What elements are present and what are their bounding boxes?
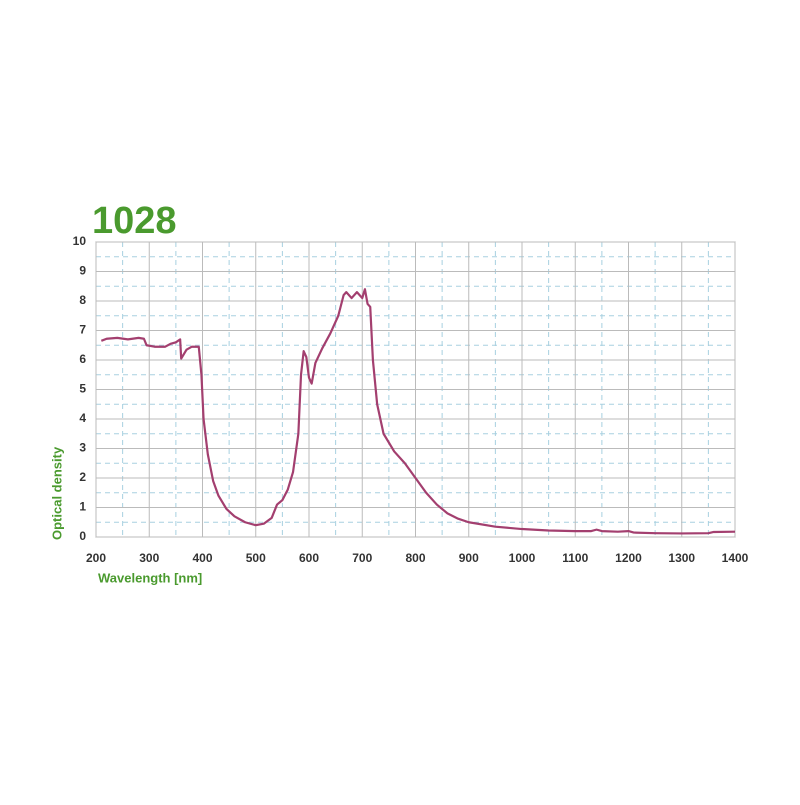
- y-tick-label: 6: [79, 352, 86, 366]
- y-tick-label: 10: [73, 234, 87, 248]
- x-tick-label: 900: [459, 551, 479, 565]
- y-axis-label: Optical density: [49, 446, 64, 540]
- y-tick-label: 1: [79, 500, 86, 514]
- x-tick-label: 400: [192, 551, 212, 565]
- x-tick-label: 1300: [668, 551, 695, 565]
- x-tick-label: 800: [405, 551, 425, 565]
- y-tick-label: 3: [79, 441, 86, 455]
- x-tick-label: 1100: [562, 551, 588, 565]
- y-tick-label: 5: [79, 382, 86, 396]
- data-line: [100, 288, 736, 535]
- x-tick-label: 300: [139, 551, 159, 565]
- x-axis-label: Wavelength [nm]: [98, 570, 202, 585]
- y-tick-label: 0: [79, 529, 86, 543]
- x-tick-label: 200: [86, 551, 106, 565]
- x-tick-label: 600: [299, 551, 319, 565]
- y-tick-label: 8: [79, 293, 86, 307]
- x-tick-label: 700: [352, 551, 372, 565]
- chart-title: 1028: [92, 200, 177, 242]
- y-tick-label: 2: [79, 470, 86, 484]
- x-tick-label: 500: [246, 551, 266, 565]
- y-tick-label: 9: [79, 264, 86, 278]
- x-tick-label: 1200: [615, 551, 642, 565]
- x-tick-label: 1400: [722, 551, 749, 565]
- y-tick-label: 7: [79, 323, 86, 337]
- y-tick-label: 4: [79, 411, 86, 425]
- x-tick-label: 1000: [509, 551, 536, 565]
